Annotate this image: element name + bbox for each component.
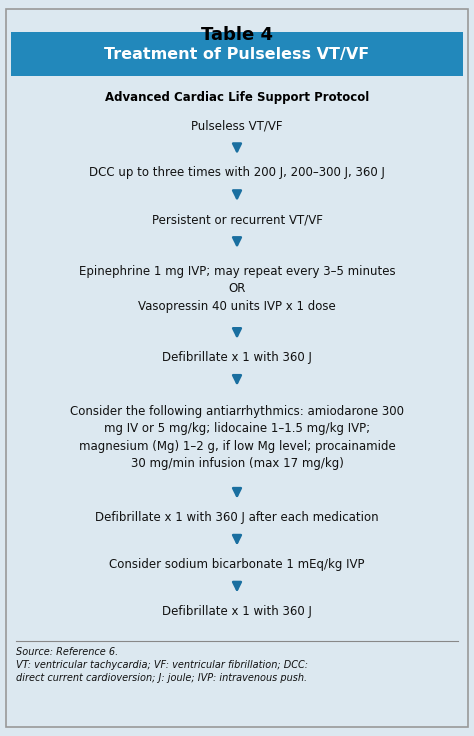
Text: Treatment of Pulseless VT/VF: Treatment of Pulseless VT/VF — [104, 46, 370, 62]
Bar — [11, 32, 463, 77]
Text: Source: Reference 6.
VT: ventricular tachycardia; VF: ventricular fibrillation; : Source: Reference 6. VT: ventricular tac… — [16, 647, 308, 683]
Text: Pulseless VT/VF: Pulseless VT/VF — [191, 119, 283, 132]
Text: Table 4: Table 4 — [201, 26, 273, 43]
Text: Defibrillate x 1 with 360 J: Defibrillate x 1 with 360 J — [162, 605, 312, 618]
Text: Consider the following antiarrhythmics: amiodarone 300
mg IV or 5 mg/kg; lidocai: Consider the following antiarrhythmics: … — [70, 405, 404, 470]
Text: Consider sodium bicarbonate 1 mEq/kg IVP: Consider sodium bicarbonate 1 mEq/kg IVP — [109, 558, 365, 571]
Text: Defibrillate x 1 with 360 J after each medication: Defibrillate x 1 with 360 J after each m… — [95, 511, 379, 524]
Text: Advanced Cardiac Life Support Protocol: Advanced Cardiac Life Support Protocol — [105, 91, 369, 104]
Text: DCC up to three times with 200 J, 200–300 J, 360 J: DCC up to three times with 200 J, 200–30… — [89, 166, 385, 180]
Text: Epinephrine 1 mg IVP; may repeat every 3–5 minutes
OR
Vasopressin 40 units IVP x: Epinephrine 1 mg IVP; may repeat every 3… — [79, 265, 395, 313]
Text: Persistent or recurrent VT/VF: Persistent or recurrent VT/VF — [152, 213, 322, 227]
Text: Defibrillate x 1 with 360 J: Defibrillate x 1 with 360 J — [162, 351, 312, 364]
